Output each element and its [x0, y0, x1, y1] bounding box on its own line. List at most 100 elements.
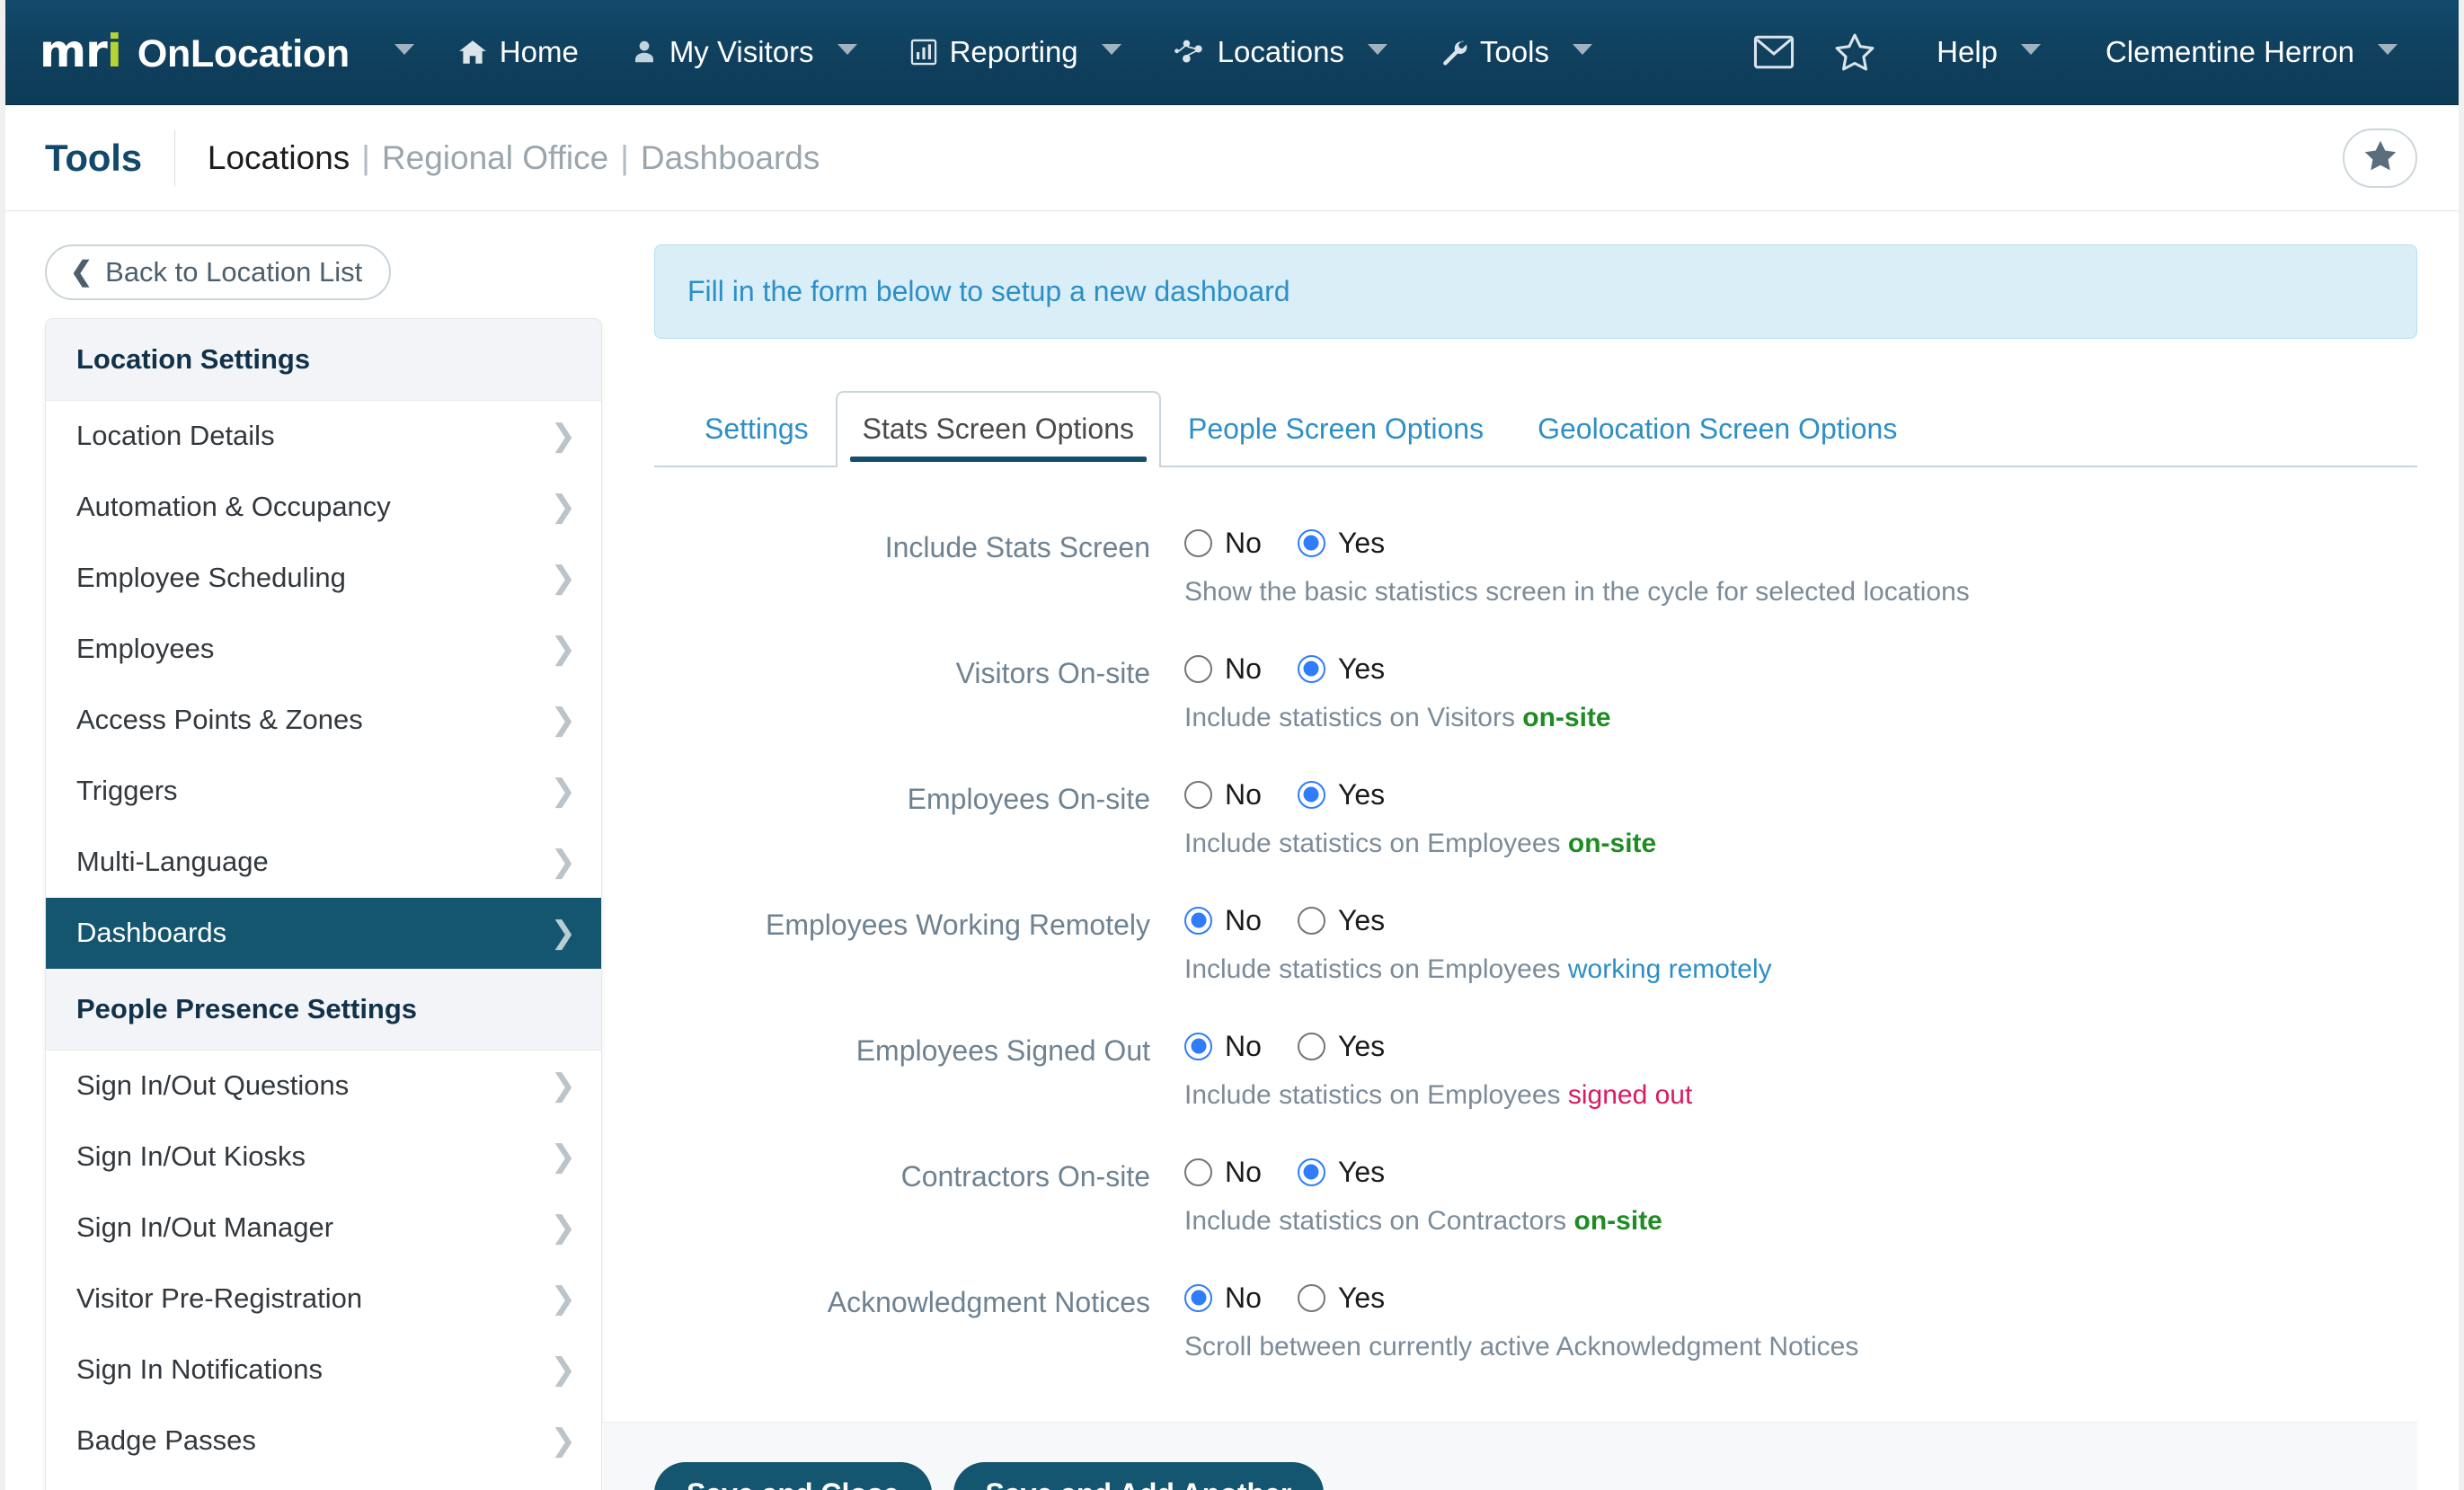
breadcrumb-bar: Tools Locations | Regional Office | Dash…: [5, 105, 2459, 211]
envelope-icon[interactable]: [1733, 28, 1814, 76]
sidebar-item-sign-in-notifications[interactable]: Sign In Notifications ❯: [46, 1335, 601, 1406]
tab-settings[interactable]: Settings: [678, 391, 836, 467]
star-outline-icon[interactable]: [1814, 25, 1895, 79]
sidebar-item-triggers[interactable]: Triggers ❯: [46, 756, 601, 827]
tab-geolocation-screen-options[interactable]: Geolocation Screen Options: [1511, 391, 1924, 467]
chevron-right-icon: ❯: [550, 1211, 577, 1245]
tab-label: Stats Screen Options: [862, 412, 1134, 445]
sidebar-group-people-presence-settings: People Presence Settings: [46, 969, 601, 1051]
sidebar-item-sign-inout-manager[interactable]: Sign In/Out Manager ❯: [46, 1193, 601, 1264]
radio-yes-input[interactable]: [1297, 1157, 1325, 1186]
radio-no-input[interactable]: [1184, 528, 1212, 557]
nav-label-tools: Tools: [1479, 35, 1549, 68]
radio-option-no[interactable]: No: [1184, 1030, 1262, 1063]
sidebar-item-label: Automation & Occupancy: [76, 491, 391, 522]
radio-option-yes[interactable]: Yes: [1297, 904, 1385, 937]
sidebar-item-welcome-greetings[interactable]: Welcome Greetings ❯: [46, 1477, 601, 1490]
sidebar-item-employee-scheduling[interactable]: Employee Scheduling ❯: [46, 543, 601, 614]
star-filled-icon: [2362, 138, 2398, 177]
field-help-text: Include statistics on Employees signed o…: [1184, 1080, 1693, 1110]
radio-no-input[interactable]: [1184, 1157, 1212, 1186]
sidebar-item-sign-inout-kiosks[interactable]: Sign In/Out Kiosks ❯: [46, 1122, 601, 1193]
chevron-left-icon: ❮: [70, 257, 93, 287]
radio-option-no[interactable]: No: [1184, 652, 1262, 686]
radio-option-no[interactable]: No: [1184, 1282, 1262, 1315]
sidebar-item-visitor-pre-registration[interactable]: Visitor Pre-Registration ❯: [46, 1264, 601, 1335]
nav-item-reporting[interactable]: Reporting: [893, 26, 1138, 78]
radio-no-input[interactable]: [1184, 780, 1212, 809]
radio-option-yes[interactable]: Yes: [1297, 1030, 1385, 1063]
radio-yes-input[interactable]: [1297, 780, 1325, 809]
nav-item-my-visitors[interactable]: My Visitors: [615, 26, 873, 78]
body-wrapper: ❮ Back to Location List Location Setting…: [5, 212, 2459, 1490]
wrench-icon: [1440, 38, 1468, 67]
radio-no-input[interactable]: [1184, 1032, 1212, 1060]
radio-option-yes[interactable]: Yes: [1297, 1156, 1385, 1189]
save-and-close-button[interactable]: Save and Close: [654, 1462, 932, 1490]
radio-option-yes[interactable]: Yes: [1297, 1282, 1385, 1315]
radio-no-input[interactable]: [1184, 906, 1212, 935]
breadcrumb-trail-0[interactable]: Regional Office: [381, 138, 609, 176]
radio-yes-input[interactable]: [1297, 906, 1325, 935]
tab-people-screen-options[interactable]: People Screen Options: [1161, 391, 1511, 467]
radio-option-no[interactable]: No: [1184, 1156, 1262, 1189]
breadcrumb-separator: |: [361, 138, 370, 176]
chevron-right-icon: ❯: [550, 632, 577, 666]
radio-group-employees-working-remotely: No Yes: [1184, 900, 2417, 940]
radio-group-contractors-on-site: No Yes: [1184, 1152, 2417, 1192]
brand-dropdown-caret-icon[interactable]: [394, 44, 414, 55]
brand-logo[interactable]: mri OnLocation: [40, 29, 350, 76]
tab-stats-screen-options[interactable]: Stats Screen Options: [835, 391, 1161, 467]
radio-yes-input[interactable]: [1297, 1283, 1325, 1312]
breadcrumb-current[interactable]: Locations: [207, 138, 350, 176]
chevron-down-icon: [2378, 44, 2398, 55]
nav-item-user-menu[interactable]: Clementine Herron: [2089, 26, 2414, 78]
nav-item-locations[interactable]: Locations: [1157, 26, 1404, 78]
nav-label-locations: Locations: [1217, 35, 1344, 68]
field-label: Contractors On-site: [900, 1160, 1150, 1193]
radio-no-input[interactable]: [1184, 1283, 1212, 1312]
bar-chart-icon: [909, 38, 938, 67]
chevron-right-icon: ❯: [550, 1423, 577, 1458]
sidebar-item-access-points-zones[interactable]: Access Points & Zones ❯: [46, 685, 601, 756]
nav-item-help[interactable]: Help: [1920, 26, 2057, 78]
radio-no-input[interactable]: [1184, 654, 1212, 683]
radio-yes-input[interactable]: [1297, 1032, 1325, 1060]
back-to-location-list-button[interactable]: ❮ Back to Location List: [45, 244, 392, 300]
radio-no-label: No: [1225, 903, 1262, 936]
sidebar-item-badge-passes[interactable]: Badge Passes ❯: [46, 1406, 601, 1477]
radio-yes-input[interactable]: [1297, 654, 1325, 683]
field-control: No Yes Scroll between currently active A…: [1184, 1278, 2417, 1362]
favorite-button[interactable]: [2343, 128, 2417, 188]
chevron-down-icon: [1101, 44, 1121, 55]
sidebar-item-automation-occupancy[interactable]: Automation & Occupancy ❯: [46, 472, 601, 543]
form-row-visitors-on-site: Visitors On-site No Yes I: [663, 649, 2417, 733]
radio-option-no[interactable]: No: [1184, 904, 1262, 937]
save-and-add-another-button[interactable]: Save and Add Another: [953, 1462, 1325, 1490]
radio-option-no[interactable]: No: [1184, 527, 1262, 560]
form-row-include-stats-screen: Include Stats Screen No Yes: [663, 523, 2417, 608]
radio-no-label: No: [1225, 652, 1262, 685]
radio-option-no[interactable]: No: [1184, 778, 1262, 812]
nav-label-home: Home: [499, 35, 579, 68]
sidebar-item-sign-inout-questions[interactable]: Sign In/Out Questions ❯: [46, 1051, 601, 1122]
sidebar-item-multi-language[interactable]: Multi-Language ❯: [46, 827, 601, 898]
field-label: Employees Signed Out: [855, 1034, 1150, 1067]
mri-logo-icon: mri: [40, 24, 122, 77]
nav-item-home[interactable]: Home: [441, 26, 595, 78]
tab-label: Geolocation Screen Options: [1538, 412, 1898, 445]
radio-no-label: No: [1225, 1281, 1262, 1314]
field-label: Employees Working Remotely: [765, 909, 1150, 941]
radio-option-yes[interactable]: Yes: [1297, 652, 1385, 686]
sidebar-item-dashboards[interactable]: Dashboards ❯: [46, 898, 601, 969]
sidebar-item-location-details[interactable]: Location Details ❯: [46, 401, 601, 472]
radio-group-acknowledgment-notices: No Yes: [1184, 1278, 2417, 1317]
radio-option-yes[interactable]: Yes: [1297, 527, 1385, 560]
radio-yes-input[interactable]: [1297, 528, 1325, 557]
stats-screen-options-form: Include Stats Screen No Yes: [654, 467, 2417, 1362]
sidebar-item-employees[interactable]: Employees ❯: [46, 614, 601, 685]
nav-item-tools[interactable]: Tools: [1423, 26, 1609, 78]
breadcrumb-trail-1[interactable]: Dashboards: [640, 138, 820, 176]
back-button-label: Back to Location List: [105, 256, 363, 288]
radio-option-yes[interactable]: Yes: [1297, 778, 1385, 812]
